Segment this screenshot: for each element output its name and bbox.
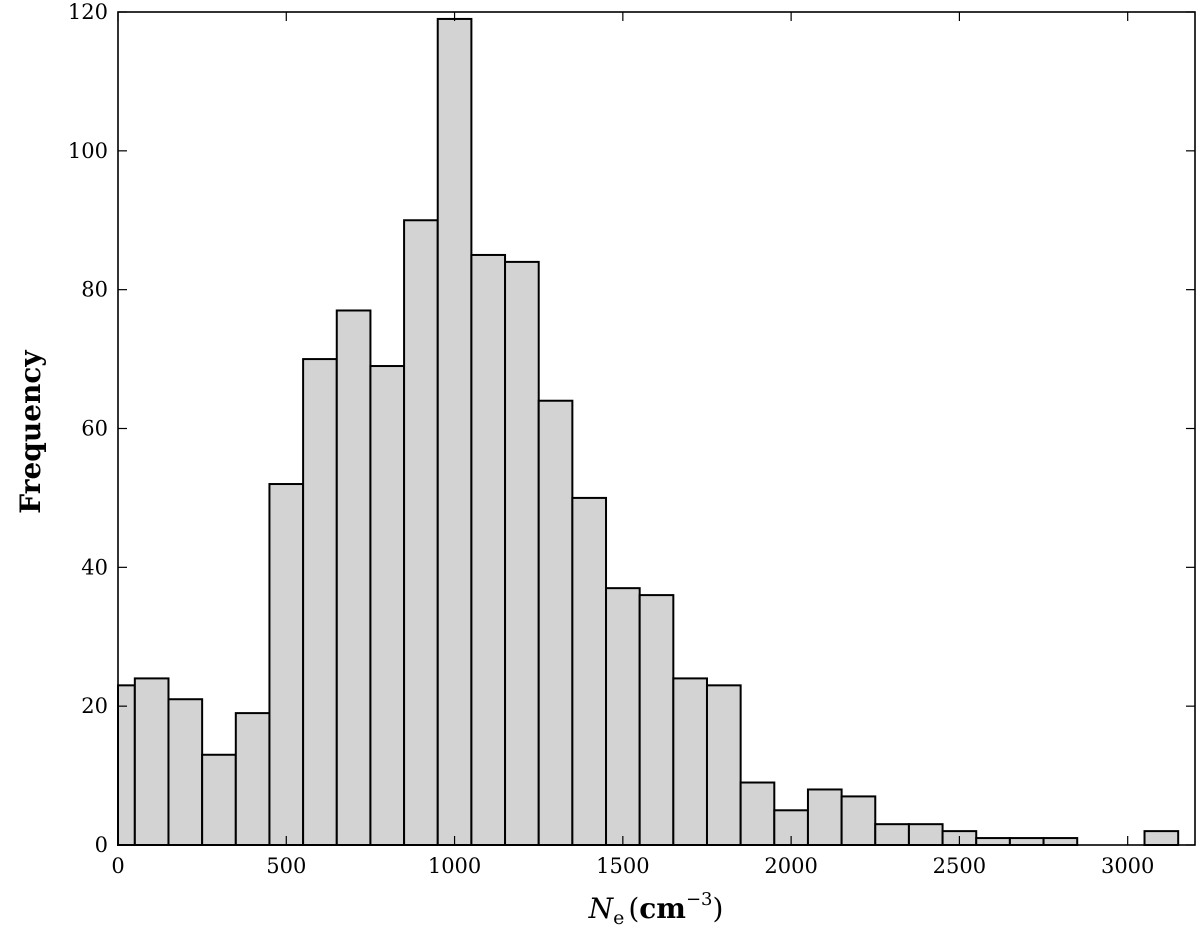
x-tick-label: 2000 <box>764 854 817 878</box>
y-tick-label: 60 <box>81 417 108 441</box>
x-tick-label: 1500 <box>596 854 649 878</box>
histogram-bar <box>201 753 237 847</box>
x-axis-label-subscript: e <box>613 907 624 929</box>
histogram-bar <box>117 684 136 847</box>
x-tick-label: 0 <box>111 854 124 878</box>
y-tick-label: 100 <box>68 139 108 163</box>
plot-frame <box>117 11 1196 846</box>
histogram-bar <box>133 677 170 847</box>
histogram-bar <box>739 781 776 847</box>
x-axis-label-unit-exponent: −3 <box>686 889 713 910</box>
histogram-bar <box>234 712 271 846</box>
histogram-bar <box>268 483 305 846</box>
x-tick-label: 500 <box>266 854 306 878</box>
y-tick-label: 20 <box>81 694 108 718</box>
histogram-bar <box>806 788 843 846</box>
histogram-bar <box>1042 837 1079 846</box>
bars-layer <box>117 17 1180 847</box>
histogram-bar <box>638 594 675 846</box>
histogram-bar <box>571 496 608 846</box>
histogram-bar <box>705 684 742 847</box>
histogram-bar <box>840 795 877 846</box>
x-axis-label-symbol: N <box>588 892 615 925</box>
histogram-bar <box>504 260 540 846</box>
x-tick-label: 3000 <box>1101 854 1154 878</box>
histogram-bar <box>907 823 944 846</box>
y-tick-label: 40 <box>81 555 108 579</box>
histogram-bar <box>403 219 439 846</box>
y-tick-label: 80 <box>81 278 108 302</box>
histogram-bar <box>369 365 406 846</box>
histogram-bar <box>167 698 204 846</box>
y-tick-label: 0 <box>95 833 108 857</box>
x-axis-label: Ne (cm−3) <box>588 889 724 929</box>
x-axis-label-unit-open: ( <box>628 892 639 925</box>
y-tick-label: 120 <box>68 0 108 24</box>
ticklabels-layer: 0 500 1000 1500 2000 2500 3000 0 20 40 60 80 100 120 <box>68 0 1155 878</box>
x-axis-label-unit-close: ) <box>712 892 723 925</box>
x-tick-label: 1000 <box>428 854 481 878</box>
histogram-bar <box>1143 830 1180 846</box>
y-axis-label: Frequency <box>14 350 47 514</box>
histogram-bar <box>975 837 1011 846</box>
histogram-bar <box>335 309 372 846</box>
x-tick-label: 2500 <box>933 854 986 878</box>
histogram-bar <box>874 823 910 846</box>
x-axis-label-unit: cm <box>639 892 686 925</box>
histogram-bar <box>436 17 473 846</box>
histogram-bar <box>672 677 708 847</box>
histogram-bar <box>1008 837 1045 846</box>
histogram-bar <box>537 399 574 846</box>
histogram-bar <box>302 358 338 846</box>
histogram-bar <box>605 587 641 846</box>
histogram-bar <box>470 253 507 846</box>
